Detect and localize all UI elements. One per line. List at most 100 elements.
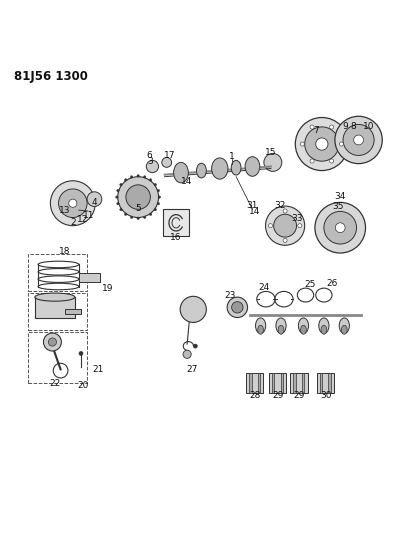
Circle shape: [154, 183, 157, 186]
Circle shape: [137, 217, 139, 220]
Ellipse shape: [256, 318, 266, 334]
Text: 32: 32: [274, 201, 286, 210]
Text: 34: 34: [335, 192, 346, 201]
Circle shape: [264, 154, 282, 172]
Text: 10: 10: [363, 122, 374, 131]
Circle shape: [149, 179, 152, 181]
Bar: [28, 254, 87, 291]
Text: 25: 25: [304, 280, 315, 289]
Circle shape: [118, 177, 159, 217]
Bar: [35, 297, 75, 318]
Circle shape: [154, 208, 157, 211]
Text: 27: 27: [186, 365, 197, 374]
Circle shape: [87, 192, 102, 206]
Circle shape: [324, 212, 356, 244]
Ellipse shape: [212, 158, 228, 179]
Circle shape: [300, 142, 304, 146]
Text: 29: 29: [294, 391, 305, 400]
Text: 11: 11: [83, 211, 95, 220]
Circle shape: [227, 297, 247, 318]
Ellipse shape: [196, 163, 206, 178]
Text: 30: 30: [320, 391, 332, 400]
Circle shape: [335, 223, 345, 232]
Bar: [293, 373, 296, 393]
Circle shape: [120, 208, 122, 211]
Circle shape: [193, 344, 197, 348]
Circle shape: [157, 203, 159, 205]
Bar: [163, 209, 189, 236]
Ellipse shape: [35, 293, 75, 301]
Text: 3: 3: [148, 157, 153, 166]
Bar: [28, 332, 87, 383]
Circle shape: [283, 209, 287, 213]
Circle shape: [117, 189, 119, 192]
Bar: [258, 373, 260, 393]
Bar: [269, 373, 286, 393]
Circle shape: [266, 206, 305, 245]
Circle shape: [180, 296, 206, 322]
Circle shape: [143, 216, 146, 219]
Text: 33: 33: [291, 214, 303, 223]
Text: 4: 4: [92, 198, 97, 207]
Text: 12: 12: [76, 215, 88, 224]
Text: 15: 15: [265, 148, 277, 157]
Bar: [246, 373, 263, 393]
Ellipse shape: [276, 318, 286, 334]
Text: 16: 16: [170, 232, 182, 241]
Circle shape: [157, 189, 159, 192]
Ellipse shape: [231, 160, 241, 175]
Bar: [249, 373, 252, 393]
Circle shape: [125, 213, 127, 215]
Text: 1: 1: [229, 152, 235, 161]
Circle shape: [48, 338, 56, 346]
Circle shape: [310, 159, 314, 163]
Text: 18: 18: [59, 247, 70, 256]
Circle shape: [316, 138, 328, 150]
Ellipse shape: [174, 163, 188, 183]
Ellipse shape: [339, 318, 349, 334]
Circle shape: [146, 160, 159, 173]
Text: 8: 8: [351, 122, 356, 131]
Text: 14: 14: [181, 177, 193, 186]
Bar: [79, 272, 100, 281]
Text: 24: 24: [258, 283, 270, 292]
Bar: [302, 373, 304, 393]
Circle shape: [149, 213, 152, 215]
Text: 9: 9: [343, 122, 349, 131]
Circle shape: [162, 158, 172, 167]
Text: 13: 13: [59, 206, 70, 215]
Bar: [65, 309, 81, 314]
Text: 7: 7: [313, 126, 319, 135]
Circle shape: [69, 199, 77, 207]
Circle shape: [232, 302, 243, 313]
Circle shape: [79, 351, 83, 356]
Circle shape: [343, 124, 374, 156]
Circle shape: [335, 116, 382, 164]
Bar: [272, 373, 275, 393]
Text: 2: 2: [70, 219, 76, 227]
Circle shape: [44, 333, 61, 351]
Circle shape: [315, 203, 365, 253]
Circle shape: [51, 181, 95, 225]
Circle shape: [354, 135, 363, 145]
Text: 5: 5: [135, 204, 141, 213]
Circle shape: [117, 203, 119, 205]
Circle shape: [296, 117, 349, 171]
Bar: [317, 373, 334, 393]
Circle shape: [298, 224, 302, 228]
Circle shape: [310, 125, 314, 129]
Ellipse shape: [300, 325, 306, 334]
Circle shape: [130, 176, 133, 178]
Text: 6: 6: [147, 150, 152, 159]
Ellipse shape: [245, 157, 260, 176]
Circle shape: [283, 238, 287, 243]
Circle shape: [126, 185, 150, 209]
Ellipse shape: [319, 318, 329, 334]
Text: 14: 14: [249, 207, 260, 216]
Circle shape: [115, 196, 118, 198]
Ellipse shape: [321, 325, 327, 334]
Ellipse shape: [298, 318, 309, 334]
Circle shape: [330, 159, 334, 163]
Circle shape: [137, 175, 139, 177]
Text: 17: 17: [164, 151, 176, 160]
